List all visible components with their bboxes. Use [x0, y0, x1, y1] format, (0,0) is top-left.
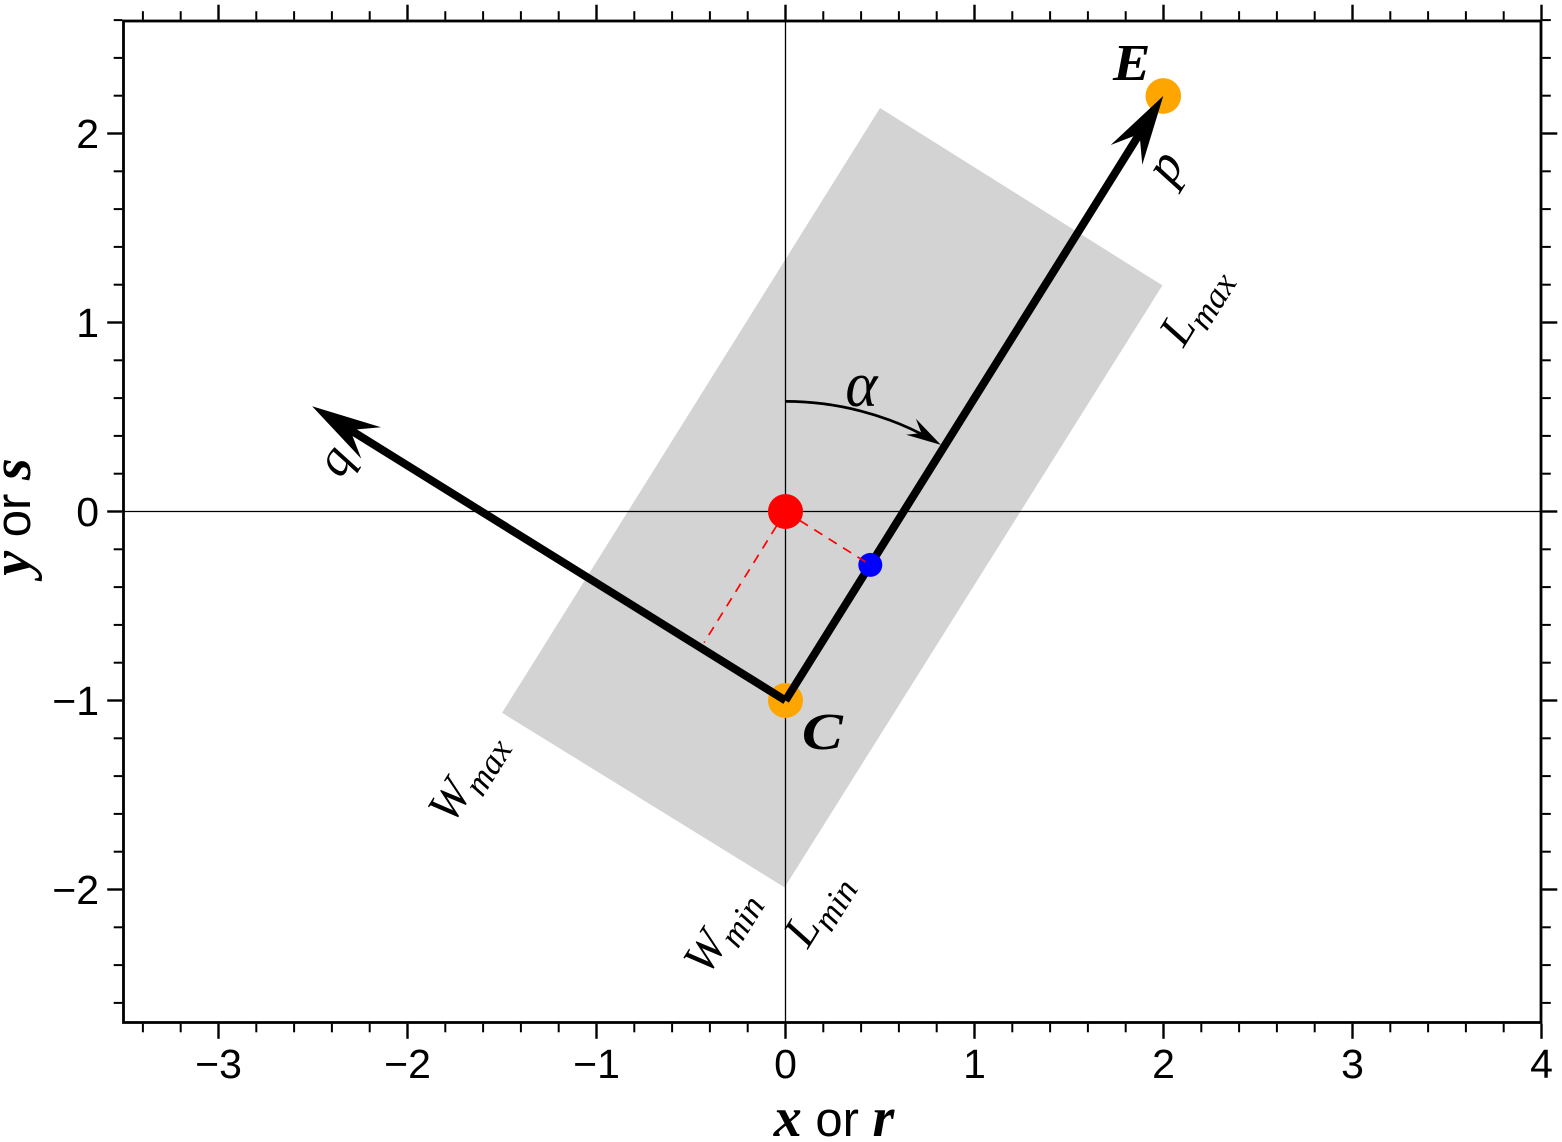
svg-text:3: 3 [1341, 1041, 1364, 1087]
svg-text:−2: −2 [384, 1041, 431, 1087]
svg-text:2: 2 [76, 111, 99, 157]
svg-text:C: C [802, 703, 844, 761]
svg-text:α: α [845, 348, 879, 420]
svg-text:y or s: y or s [0, 458, 43, 581]
svg-text:4: 4 [1530, 1041, 1553, 1087]
svg-text:−1: −1 [573, 1041, 620, 1087]
svg-text:−1: −1 [52, 678, 99, 724]
svg-text:x or r: x or r [773, 1087, 896, 1142]
svg-text:0: 0 [76, 489, 99, 535]
svg-text:−3: −3 [195, 1041, 242, 1087]
svg-text:E: E [1112, 34, 1150, 92]
svg-text:−2: −2 [52, 867, 99, 913]
svg-text:2: 2 [1152, 1041, 1175, 1087]
svg-text:1: 1 [963, 1041, 986, 1087]
svg-text:1: 1 [76, 300, 99, 346]
svg-text:0: 0 [774, 1041, 797, 1087]
